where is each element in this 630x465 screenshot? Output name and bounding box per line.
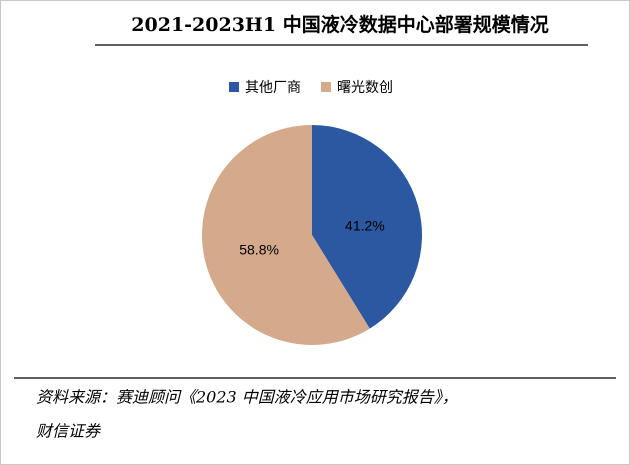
source-line: 财信证券 <box>36 422 102 441</box>
legend-swatch <box>229 82 239 92</box>
value-label: 58.8% <box>239 242 279 258</box>
source-line: 资料来源：赛迪顾问《2023 中国液冷应用市场研究报告》， <box>36 388 458 407</box>
legend-swatch <box>321 82 331 92</box>
pie-slice <box>312 125 422 329</box>
chart-title: 2021-2023H1 中国液冷数据中心部署规模情况 <box>131 13 548 36</box>
legend-label: 曙光数创 <box>337 80 393 96</box>
pie-slice <box>201 125 370 345</box>
legend-label: 其他厂商 <box>245 80 301 96</box>
value-label: 41.2% <box>345 218 385 234</box>
